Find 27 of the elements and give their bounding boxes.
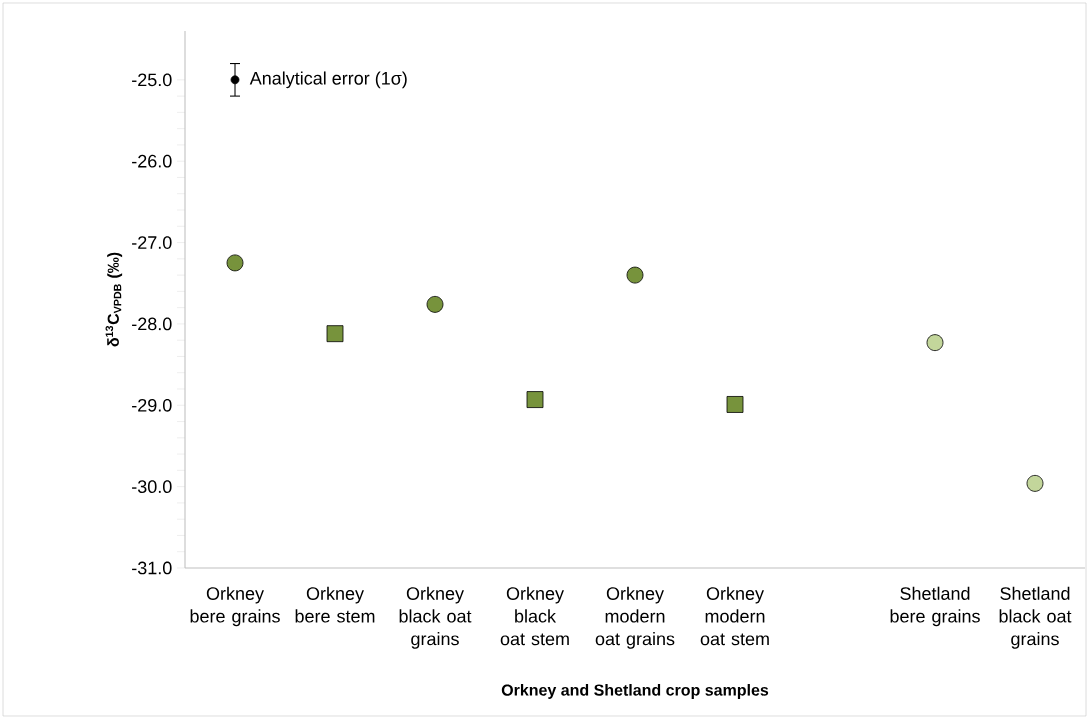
y-tick-label: -28.0 [132, 317, 172, 331]
point [926, 334, 944, 352]
x-tick-label: Shetland bere grains [890, 586, 980, 627]
point [230, 75, 240, 85]
x-axis-title: Orkney and Shetland crop samples [501, 683, 769, 699]
x-tick-label: Orkney black oat stem [500, 586, 569, 646]
point [626, 266, 644, 284]
x-tick-label: Orkney bere stem [295, 586, 375, 623]
y-tick-label: -25.0 [132, 73, 172, 87]
annotation: Analytical error (1σ) [249, 71, 407, 89]
point [426, 295, 444, 313]
y-tick-label: -27.0 [132, 236, 172, 249]
x-tick-label: Orkney black oat grains [399, 586, 472, 649]
x-tick-label: Orkney modern oat grains [595, 586, 675, 649]
y-tick-label: -29.0 [132, 398, 172, 412]
y-axis-title: δ$^{13}$C$_{VPDB}$ (‰) [105, 252, 123, 347]
point [726, 396, 744, 413]
y-tick-label: -26.0 [132, 154, 172, 168]
point [226, 254, 244, 272]
y-tick-label: -31.0 [132, 561, 172, 575]
point [326, 325, 344, 343]
point [1026, 474, 1044, 492]
point [526, 391, 544, 408]
x-tick-label: Shetland black oat grains [999, 586, 1072, 649]
y-tick-label: -30.0 [132, 480, 172, 493]
x-tick-label: Orkney modern oat stem [700, 586, 769, 646]
x-tick-label: Orkney bere grains [190, 586, 280, 627]
